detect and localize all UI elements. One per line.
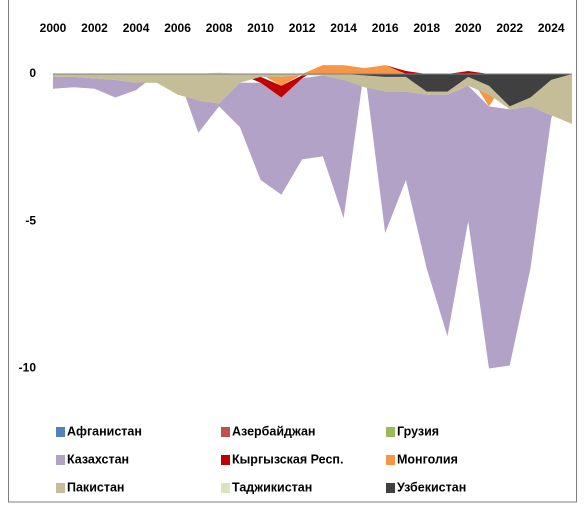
x-tick-label: 2002: [81, 21, 108, 35]
x-tick-label: 2012: [289, 21, 316, 35]
legend-swatch: [56, 455, 65, 465]
x-tick-label: 2020: [455, 21, 482, 35]
x-tick-label: 2006: [164, 21, 191, 35]
legend-label: Казахстан: [67, 452, 129, 466]
legend-label: Узбекистан: [397, 480, 466, 494]
x-tick-label: 2018: [413, 21, 440, 35]
legend-swatch: [386, 427, 395, 437]
legend-swatch: [221, 483, 230, 493]
y-tick-label: -5: [25, 213, 36, 227]
legend-label: Таджикистан: [232, 480, 312, 494]
labels: 2000 2002 2004 2006 2008 2010 2012 2014 2016 2018…: [19, 21, 565, 494]
legend-swatch: [386, 455, 395, 465]
x-tick-label: 2022: [496, 21, 523, 35]
legend-swatch: [56, 427, 65, 437]
x-tick-label: 2008: [206, 21, 233, 35]
legend-swatch: [56, 483, 65, 493]
x-tick-label: 2000: [40, 21, 67, 35]
x-tick-label: 2014: [330, 21, 357, 35]
legend-label: Грузия: [397, 424, 439, 438]
legend-label: Пакистан: [67, 480, 124, 494]
legend-swatch: [221, 427, 230, 437]
area: [53, 65, 572, 107]
legend-label: Афганистан: [67, 424, 142, 438]
area: [53, 68, 572, 369]
legend-swatch: [221, 455, 230, 465]
plot-area: [53, 65, 572, 369]
x-tick-label: 2024: [538, 21, 565, 35]
legend-label: Кыргызская Респ.: [232, 452, 343, 466]
area: [53, 73, 572, 125]
y-tick-label: 0: [29, 66, 36, 80]
x-tick-label: 2016: [372, 21, 399, 35]
x-tick-label: 2010: [247, 21, 274, 35]
y-tick-label: -10: [19, 361, 37, 375]
legend-swatch: [386, 483, 395, 493]
x-tick-label: 2004: [123, 21, 150, 35]
area: [53, 73, 572, 107]
legend-label: Азербайджан: [232, 424, 315, 438]
legend-label: Монголия: [397, 452, 458, 466]
